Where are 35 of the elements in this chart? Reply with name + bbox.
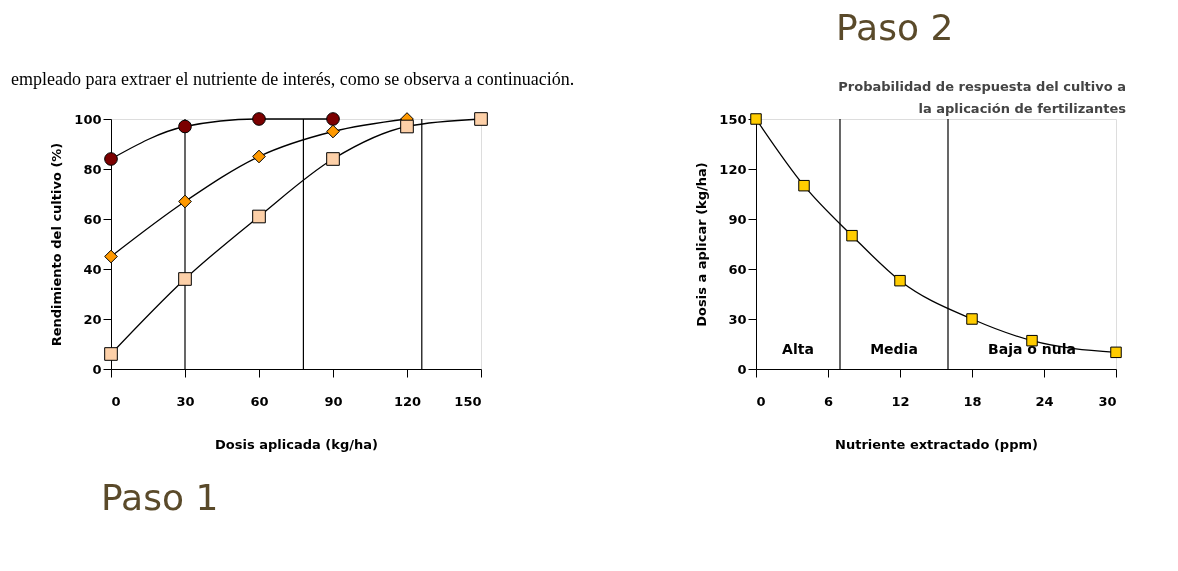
y-tick-label: 0: [737, 361, 747, 377]
x-tick-label: 60: [250, 393, 269, 409]
x-tick-label: 30: [1098, 393, 1117, 409]
annotation: Baja o nula: [988, 341, 1076, 357]
text: Paso 1: [101, 477, 219, 518]
x-tick-label: 24: [1035, 393, 1054, 409]
x-tick-label: 30: [176, 393, 195, 409]
x-axis-title: Nutriente extractado (ppm): [835, 436, 1038, 452]
y-axis-title: Dosis a aplicar (kg/ha): [694, 162, 710, 327]
y-tick-label: 30: [728, 311, 747, 327]
x-tick-label: 120: [393, 393, 422, 409]
x-tick-label: 6: [823, 393, 834, 409]
y-tick-label: 60: [728, 261, 747, 277]
y-tick-label: 20: [83, 311, 102, 327]
x-tick-label: 0: [111, 393, 121, 409]
annotation: Alta: [782, 341, 814, 357]
y-tick-label: 0: [92, 361, 102, 377]
x-tick-label: 12: [891, 393, 910, 409]
y-tick-label: 120: [719, 161, 747, 177]
text: empleado para extraer el nutriente de interés, como se observa a continuación.: [11, 69, 575, 89]
annotation: Media: [870, 341, 918, 357]
y-tick-label: 80: [83, 161, 102, 177]
x-axis-title: Dosis aplicada (kg/ha): [215, 436, 378, 452]
x-tick-label: 0: [756, 393, 766, 409]
y-tick-label: 100: [74, 111, 102, 127]
x-tick-label: 18: [963, 393, 982, 409]
y-tick-label: 40: [83, 261, 102, 277]
text: Paso 2: [836, 7, 954, 48]
y-tick-label: 150: [719, 111, 747, 127]
x-tick-label: 150: [454, 393, 482, 409]
y-axis-title: Rendimiento del cultivo (%): [49, 142, 65, 347]
y-tick-label: 90: [728, 211, 747, 227]
chart-title: Probabilidad de respuesta del cultivo a la aplicación de fertilizantes: [838, 79, 1127, 116]
y-tick-label: 60: [83, 211, 102, 227]
x-tick-label: 90: [324, 393, 343, 409]
